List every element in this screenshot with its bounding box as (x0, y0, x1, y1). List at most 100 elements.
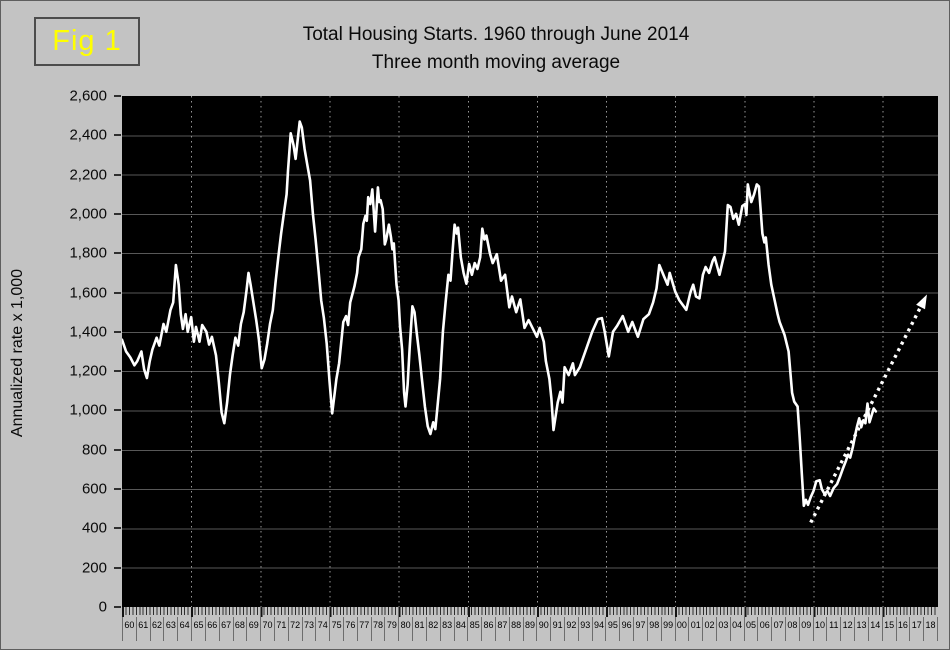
x-tick-label: 85 (467, 617, 481, 641)
x-tick-label: 14 (867, 617, 882, 641)
x-tick-label: 02 (702, 617, 716, 641)
x-tick-label: 96 (619, 617, 633, 641)
x-tick-label: 09 (798, 617, 813, 641)
x-tick-label: 72 (287, 617, 302, 641)
chart-canvas (122, 96, 938, 607)
x-tick-label: 11 (826, 617, 840, 641)
x-tick-label: 84 (453, 617, 468, 641)
y-tick-mark (114, 212, 121, 215)
x-tick-label: 89 (522, 617, 537, 641)
y-axis-tick-labels: 0 200 400 600 800 1,000 1,200 1,400 1,600 1,800 2,… (1, 88, 113, 616)
y-tick-mark (114, 252, 121, 255)
y-tick-mark (114, 330, 121, 333)
x-tick-label: 82 (425, 617, 440, 641)
x-tick-label: 61 (135, 617, 150, 641)
x-tick-label: 04 (729, 617, 744, 641)
x-tick-label: 68 (232, 617, 247, 641)
y-tick-mark (114, 606, 121, 608)
x-tick-label: 00 (674, 617, 689, 641)
chart-title: Total Housing Starts. 1960 through June … (131, 21, 861, 77)
y-tick-label: 1,400 (69, 323, 107, 341)
x-tick-label: 10 (812, 617, 827, 641)
x-tick-label: 63 (163, 617, 177, 641)
y-tick-mark (114, 95, 121, 97)
figure-label-box: Fig 1 (34, 17, 140, 66)
x-tick-label: 03 (715, 617, 730, 641)
x-tick-label: 62 (149, 617, 164, 641)
x-tick-label: 01 (688, 617, 702, 641)
x-tick-label: 74 (315, 617, 329, 641)
y-tick-label: 2,400 (69, 126, 107, 144)
y-tick-mark (114, 134, 121, 137)
x-tick-label: 95 (605, 617, 619, 641)
x-tick-label: 77 (356, 617, 371, 641)
x-tick-label: 70 (260, 617, 274, 641)
x-tick-label: 06 (757, 617, 771, 641)
housing-starts-line (122, 120, 878, 508)
x-tick-label: 92 (564, 617, 578, 641)
x-tick-label: 71 (273, 617, 288, 641)
x-tick-label: 75 (329, 617, 343, 641)
y-tick-label: 400 (81, 519, 107, 537)
y-tick-label: 1,200 (69, 362, 107, 380)
y-tick-label: 2,200 (69, 166, 107, 184)
x-tick-label: 64 (177, 617, 191, 641)
x-tick-label: 83 (439, 617, 454, 641)
chart-title-line2: Three month moving average (371, 52, 621, 73)
x-tick-label: 80 (398, 617, 412, 641)
figure-label: Fig 1 (52, 25, 122, 57)
y-tick-label: 1,800 (69, 244, 107, 262)
y-tick-label: 1,000 (69, 401, 107, 419)
y-tick-label: 200 (81, 559, 107, 577)
y-tick-label: 2,000 (69, 205, 107, 223)
x-tick-label: 79 (384, 617, 398, 641)
x-tick-label: 91 (550, 617, 564, 641)
x-tick-label: 99 (660, 617, 675, 641)
x-axis-minor-ticks (122, 607, 938, 617)
x-tick-label: 94 (591, 617, 606, 641)
x-tick-label: 65 (191, 617, 205, 641)
projection-arrowhead (916, 294, 927, 310)
x-tick-label: 98 (646, 617, 661, 641)
y-tick-mark (114, 566, 121, 569)
y-tick-label: 800 (81, 441, 107, 459)
x-tick-label: 07 (771, 617, 785, 641)
x-tick-label: 88 (508, 617, 523, 641)
x-axis: 60 61 62 63 64 65 66 67 68 69 70 71 72 73 74 75 76 77 78 79… (122, 607, 938, 647)
x-tick-label: 15 (881, 617, 896, 641)
x-tick-label: 93 (577, 617, 592, 641)
plot-area (122, 96, 938, 607)
y-tick-mark (114, 173, 121, 176)
x-tick-label: 18 (923, 617, 938, 641)
y-tick-label: 0 (98, 598, 107, 616)
x-tick-label: 76 (343, 617, 357, 641)
x-tick-label: 60 (122, 617, 136, 641)
x-tick-label: 90 (536, 617, 550, 641)
gridlines (122, 96, 938, 607)
x-tick-label: 16 (895, 617, 910, 641)
x-tick-label: 05 (743, 617, 758, 641)
y-tick-mark (114, 291, 121, 294)
x-tick-label: 97 (633, 617, 647, 641)
y-tick-label: 1,600 (69, 284, 107, 302)
y-tick-mark (114, 448, 121, 451)
y-tick-mark (114, 409, 121, 412)
x-tick-label: 81 (412, 617, 426, 641)
x-tick-label: 73 (301, 617, 316, 641)
x-tick-label: 69 (246, 617, 260, 641)
y-tick-mark (114, 488, 121, 491)
x-tick-label: 17 (909, 617, 923, 641)
x-tick-label: 78 (370, 617, 385, 641)
y-tick-label: 2,600 (69, 87, 107, 105)
y-tick-mark (114, 527, 121, 530)
x-tick-label: 12 (840, 617, 854, 641)
x-tick-label: 66 (204, 617, 219, 641)
x-tick-label: 86 (481, 617, 495, 641)
x-tick-label: 13 (854, 617, 868, 641)
x-axis-tick-labels: 60 61 62 63 64 65 66 67 68 69 70 71 72 73 74 75 76 77 78 79… (122, 617, 938, 641)
x-tick-label: 08 (785, 617, 799, 641)
chart-title-line1: Total Housing Starts. 1960 through June … (302, 24, 690, 45)
y-tick-mark (114, 370, 121, 373)
x-tick-label: 87 (494, 617, 509, 641)
